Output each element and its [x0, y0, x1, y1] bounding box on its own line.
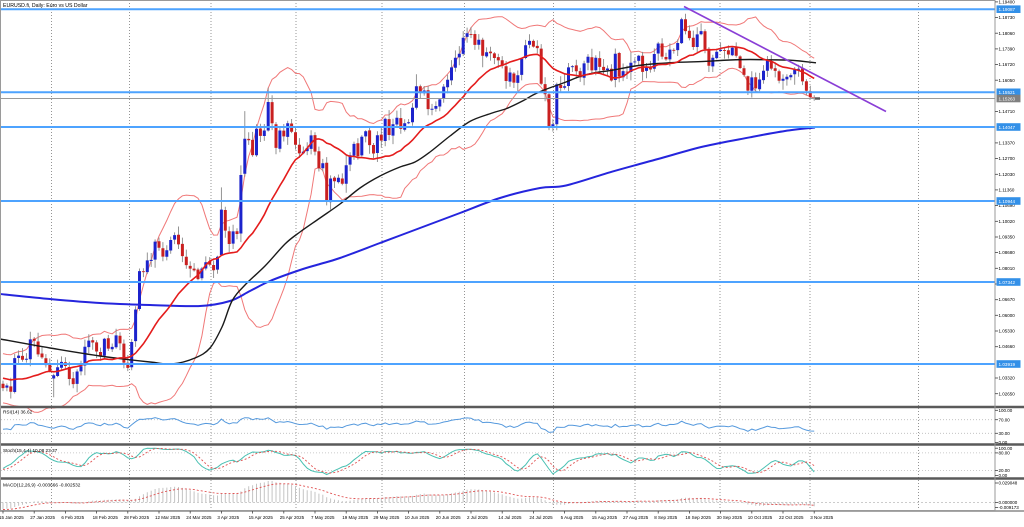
svg-text:1.14047: 1.14047	[999, 125, 1016, 130]
svg-text:1.13370: 1.13370	[999, 141, 1016, 146]
svg-text:27 Aug 2025: 27 Aug 2025	[623, 515, 649, 520]
svg-text:1.09350: 1.09350	[999, 235, 1016, 240]
svg-text:1.08010: 1.08010	[999, 266, 1016, 271]
svg-text:1.18060: 1.18060	[999, 31, 1016, 36]
svg-text:3 Apr 2025: 3 Apr 2025	[217, 515, 239, 520]
svg-text:15 Jan 2025: 15 Jan 2025	[0, 515, 24, 520]
svg-text:80.00: 80.00	[999, 451, 1011, 456]
svg-text:20.00: 20.00	[999, 468, 1011, 473]
svg-text:12 Mar 2025: 12 Mar 2025	[155, 515, 181, 520]
svg-text:1.18730: 1.18730	[999, 15, 1016, 20]
svg-text:8 Sep 2025: 8 Sep 2025	[654, 515, 678, 520]
svg-text:EURUSD.fi, Daily: Euro vs US D: EURUSD.fi, Daily: Euro vs US Dollar	[3, 3, 88, 9]
svg-text:1.05330: 1.05330	[999, 329, 1016, 334]
svg-text:1.04660: 1.04660	[999, 344, 1016, 349]
svg-text:22 Oct 2025: 22 Oct 2025	[779, 515, 804, 520]
svg-text:6 Feb 2025: 6 Feb 2025	[61, 515, 84, 520]
svg-text:18 Feb 2025: 18 Feb 2025	[93, 515, 119, 520]
svg-text:28 Feb 2025: 28 Feb 2025	[124, 515, 150, 520]
svg-text:10 Jun 2025: 10 Jun 2025	[405, 515, 430, 520]
svg-text:18 Sep 2025: 18 Sep 2025	[685, 515, 711, 520]
svg-text:1.07342: 1.07342	[999, 280, 1016, 285]
svg-text:1.03320: 1.03320	[999, 376, 1016, 381]
svg-text:70.00: 70.00	[999, 417, 1011, 422]
svg-text:2 Jul 2025: 2 Jul 2025	[467, 515, 488, 520]
svg-text:5 Aug 2025: 5 Aug 2025	[561, 515, 584, 520]
svg-text:24 Jul 2025: 24 Jul 2025	[529, 515, 553, 520]
svg-text:0.00: 0.00	[999, 440, 1008, 445]
svg-text:1.19087: 1.19087	[999, 7, 1016, 12]
svg-text:1.10020: 1.10020	[999, 219, 1016, 224]
svg-text:1.06670: 1.06670	[999, 297, 1016, 302]
svg-text:25 Apr 2025: 25 Apr 2025	[280, 515, 305, 520]
svg-text:1.10944: 1.10944	[999, 199, 1016, 204]
svg-text:1.14710: 1.14710	[999, 109, 1016, 114]
svg-text:1.10690: 1.10690	[999, 203, 1016, 208]
svg-text:0.029048: 0.029048	[999, 481, 1018, 486]
svg-text:27 Jan 2025: 27 Jan 2025	[30, 515, 55, 520]
svg-text:0.000000: 0.000000	[999, 500, 1018, 505]
svg-text:1.06000: 1.06000	[999, 313, 1016, 318]
svg-text:1.12700: 1.12700	[999, 156, 1016, 161]
svg-text:1.11360: 1.11360	[999, 188, 1015, 193]
svg-text:0.00: 0.00	[999, 473, 1008, 478]
svg-text:MACD(12,26,9) -0.003666 -0.002: MACD(12,26,9) -0.003666 -0.002532	[3, 483, 81, 488]
svg-text:3 Nov 2025: 3 Nov 2025	[810, 515, 834, 520]
svg-text:1.19400: 1.19400	[999, 0, 1016, 5]
svg-text:Stoch(15,4,4) 10.08 23.37: Stoch(15,4,4) 10.08 23.37	[3, 448, 58, 453]
svg-text:30 Sep 2025: 30 Sep 2025	[717, 515, 743, 520]
svg-text:14 Jul 2025: 14 Jul 2025	[498, 515, 522, 520]
svg-text:1.17390: 1.17390	[999, 47, 1016, 52]
svg-text:1.02650: 1.02650	[999, 391, 1016, 396]
svg-text:100.00: 100.00	[999, 446, 1013, 451]
svg-text:1.16050: 1.16050	[999, 78, 1016, 83]
svg-text:-0.009173: -0.009173	[999, 505, 1020, 510]
svg-text:15 Apr 2025: 15 Apr 2025	[249, 515, 274, 520]
svg-text:1.03919: 1.03919	[999, 362, 1016, 367]
svg-text:20 Jun 2025: 20 Jun 2025	[436, 515, 461, 520]
svg-text:1.08680: 1.08680	[999, 250, 1016, 255]
svg-text:10 Oct 2025: 10 Oct 2025	[748, 515, 773, 520]
svg-text:24 Mar 2025: 24 Mar 2025	[186, 515, 212, 520]
svg-text:RSI(14) 36.62: RSI(14) 36.62	[3, 410, 33, 415]
svg-text:29 May 2025: 29 May 2025	[373, 515, 400, 520]
svg-text:7 May 2025: 7 May 2025	[311, 515, 335, 520]
svg-text:1.15521: 1.15521	[999, 90, 1016, 95]
svg-text:15 Aug 2025: 15 Aug 2025	[592, 515, 618, 520]
svg-text:1.15263: 1.15263	[999, 96, 1016, 101]
svg-text:100.00: 100.00	[999, 408, 1013, 413]
svg-text:19 May 2025: 19 May 2025	[342, 515, 369, 520]
svg-text:1.12030: 1.12030	[999, 172, 1016, 177]
svg-text:30.00: 30.00	[999, 431, 1011, 436]
svg-text:1.16720: 1.16720	[999, 62, 1016, 67]
